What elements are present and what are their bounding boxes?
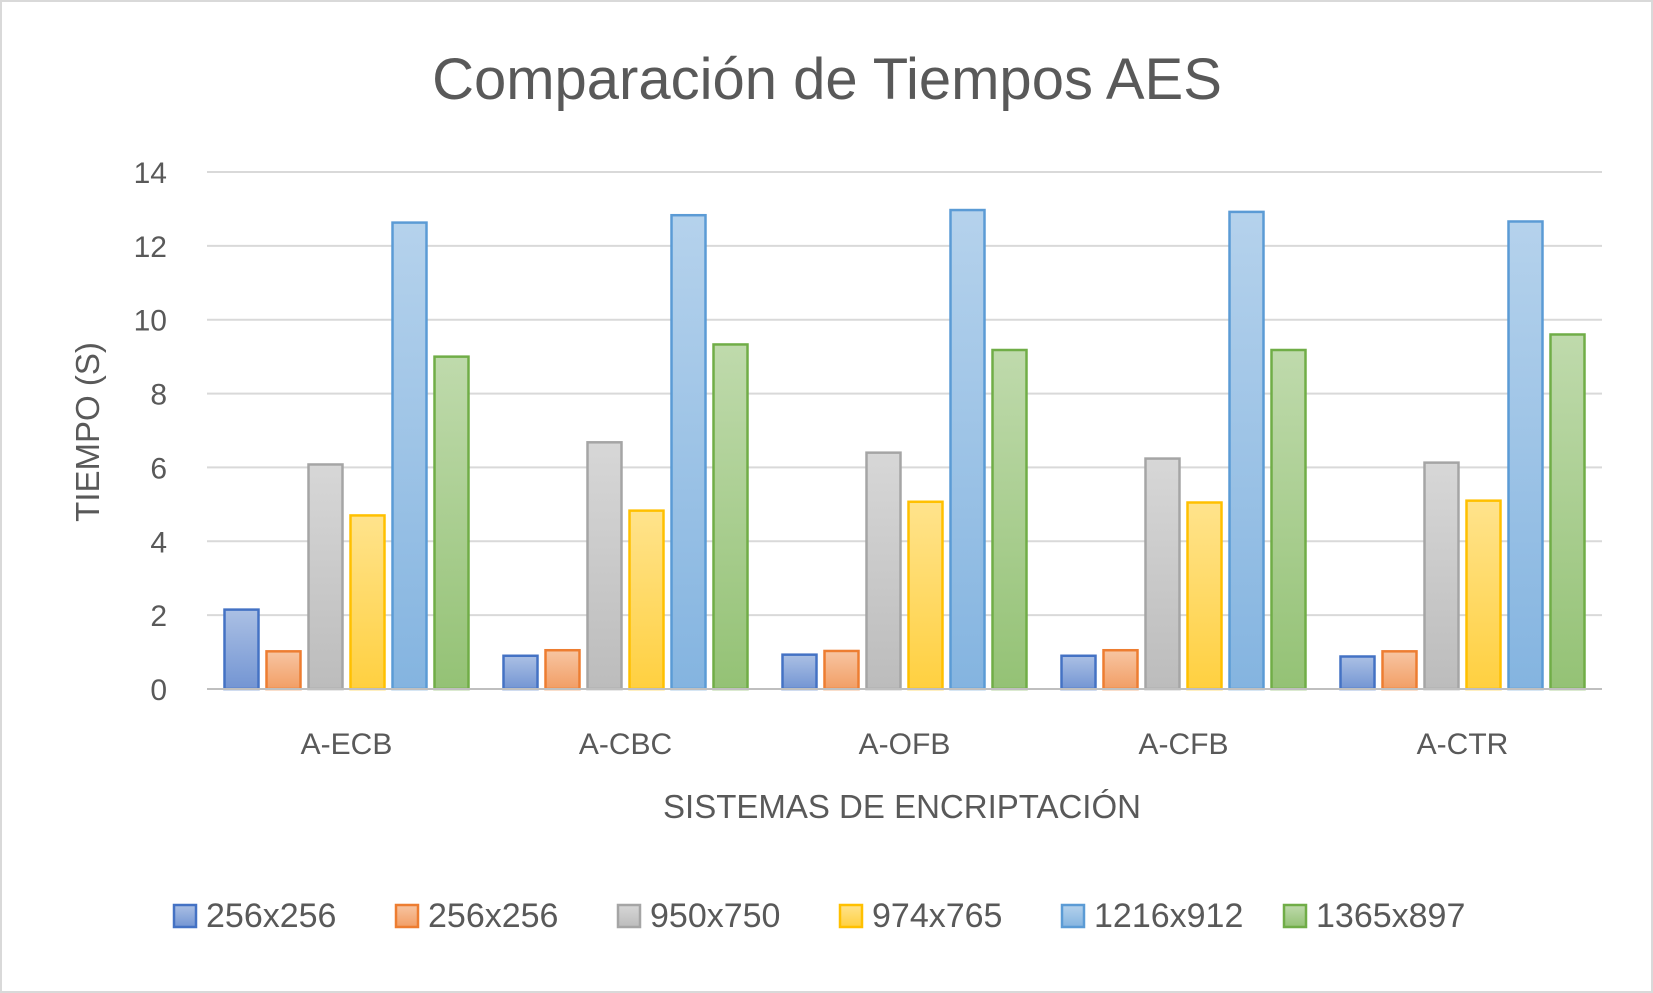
bar: [1102, 648, 1139, 691]
bar: [628, 509, 665, 691]
bar: [502, 654, 539, 691]
bar: [865, 451, 902, 691]
bar: [1339, 655, 1376, 691]
y-axis-title: TIEMPO (S): [69, 342, 106, 522]
legend-label: 1216x912: [1094, 897, 1243, 935]
bar: [1144, 457, 1181, 691]
legend-swatch: [172, 903, 198, 929]
bar: [1381, 650, 1418, 691]
bar: [1549, 333, 1586, 691]
bar: [991, 348, 1028, 691]
legend: 256x256 256x256 950x750 974x765 1216x912 1365…: [172, 897, 1465, 935]
bar: [670, 213, 707, 691]
legend-swatch: [394, 903, 420, 929]
bar: [823, 649, 860, 691]
bar: [712, 343, 749, 691]
legend-item: 1365x897: [1282, 897, 1465, 935]
y-tick-label: 2: [150, 600, 167, 633]
legend-item: 974x765: [838, 897, 1002, 935]
y-tick-label: 4: [150, 526, 167, 559]
bar: [544, 648, 581, 691]
bar: [349, 514, 386, 691]
bars: [223, 208, 1586, 691]
bar: [1060, 654, 1097, 691]
bar: [265, 650, 302, 691]
x-tick-label: A-ECB: [301, 728, 393, 761]
y-tick-label: 10: [134, 305, 167, 338]
y-tick-label: 14: [134, 157, 167, 190]
legend-label: 974x765: [872, 897, 1002, 935]
x-tick-label: A-CFB: [1139, 728, 1229, 761]
bar: [907, 500, 944, 691]
legend-swatch: [838, 903, 864, 929]
bar: [781, 653, 818, 691]
bar: [1270, 348, 1307, 691]
bar: [433, 355, 470, 691]
chart-title: Comparación de Tiempos AES: [432, 47, 1222, 112]
x-tick-label: A-CBC: [579, 728, 672, 761]
bar: [949, 208, 986, 691]
legend-item: 256x256: [172, 897, 336, 935]
bar: [1423, 461, 1460, 691]
x-tick-label: A-CTR: [1417, 728, 1509, 761]
y-tick-label: 6: [150, 452, 167, 485]
bar: [1228, 210, 1265, 691]
bar: [586, 441, 623, 691]
legend-label: 950x750: [650, 897, 780, 935]
y-tick-label: 12: [134, 231, 167, 264]
legend-label: 256x256: [428, 897, 558, 935]
legend-swatch: [616, 903, 642, 929]
x-axis-ticks: A-ECB A-CBC A-OFB A-CFB A-CTR: [301, 728, 1509, 761]
y-tick-label: 8: [150, 379, 167, 412]
legend-item: 1216x912: [1060, 897, 1243, 935]
legend-item: 950x750: [616, 897, 780, 935]
legend-swatch: [1282, 903, 1308, 929]
legend-label: 256x256: [206, 897, 336, 935]
legend-label: 1365x897: [1316, 897, 1465, 935]
bar: [307, 463, 344, 691]
x-tick-label: A-OFB: [859, 728, 951, 761]
y-tick-label: 0: [150, 674, 167, 707]
legend-item: 256x256: [394, 897, 558, 935]
bar: [1507, 220, 1544, 691]
bar: [223, 608, 260, 691]
bar: [391, 221, 428, 691]
legend-swatch: [1060, 903, 1086, 929]
bar: [1186, 501, 1223, 691]
y-axis-ticks: 0 2 4 6 8 10 12 14: [134, 157, 167, 707]
x-axis-title: SISTEMAS DE ENCRIPTACIÓN: [663, 788, 1141, 825]
bar: [1465, 499, 1502, 691]
